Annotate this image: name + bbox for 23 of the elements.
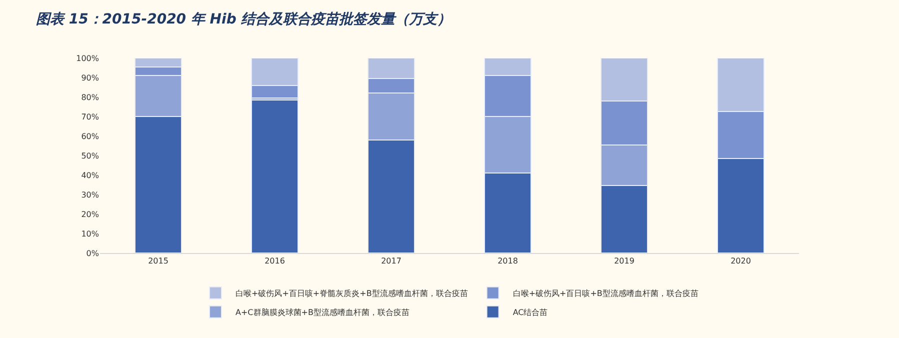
y-tick-label: 30% [81,190,100,200]
x-tick-label: 2018 [498,256,518,266]
y-tick-label: 50% [81,151,100,160]
y-tick-label: 0% [86,248,100,258]
legend-label: AC结合苗 [512,308,548,317]
legend-label: 白喉+破伤风+百日咳+脊髓灰质炎+B型流感嗜血杆菌，联合疫苗 [236,288,468,298]
y-tick-label: 80% [81,92,100,102]
x-tick-label: 2019 [614,256,634,266]
legend-label: 白喉+破伤风+百日咳+B型流感嗜血杆菌，联合疫苗 [512,288,698,298]
legend-label: A+C群脑膜炎球菌+B型流感嗜血杆菌，联合疫苗 [236,308,410,317]
x-tick-label: 2016 [264,256,285,266]
y-tick-label: 20% [81,210,100,219]
y-tick-label: 70% [81,112,100,122]
x-tick-label: 2015 [148,256,168,266]
bar [250,99,299,253]
y-tick-label: 90% [81,73,100,82]
x-tick-label: 2017 [381,256,402,266]
x-tick-label: 2020 [730,256,751,266]
y-tick-label: 10% [81,229,100,238]
y-tick-label: 100% [76,54,100,63]
y-tick-label: 40% [81,170,100,180]
chart-title: 图表 15：2015-2020 年 Hib 结合及联合疫苗批签发量（万支） [36,10,452,28]
y-tick-label: 60% [81,132,100,141]
